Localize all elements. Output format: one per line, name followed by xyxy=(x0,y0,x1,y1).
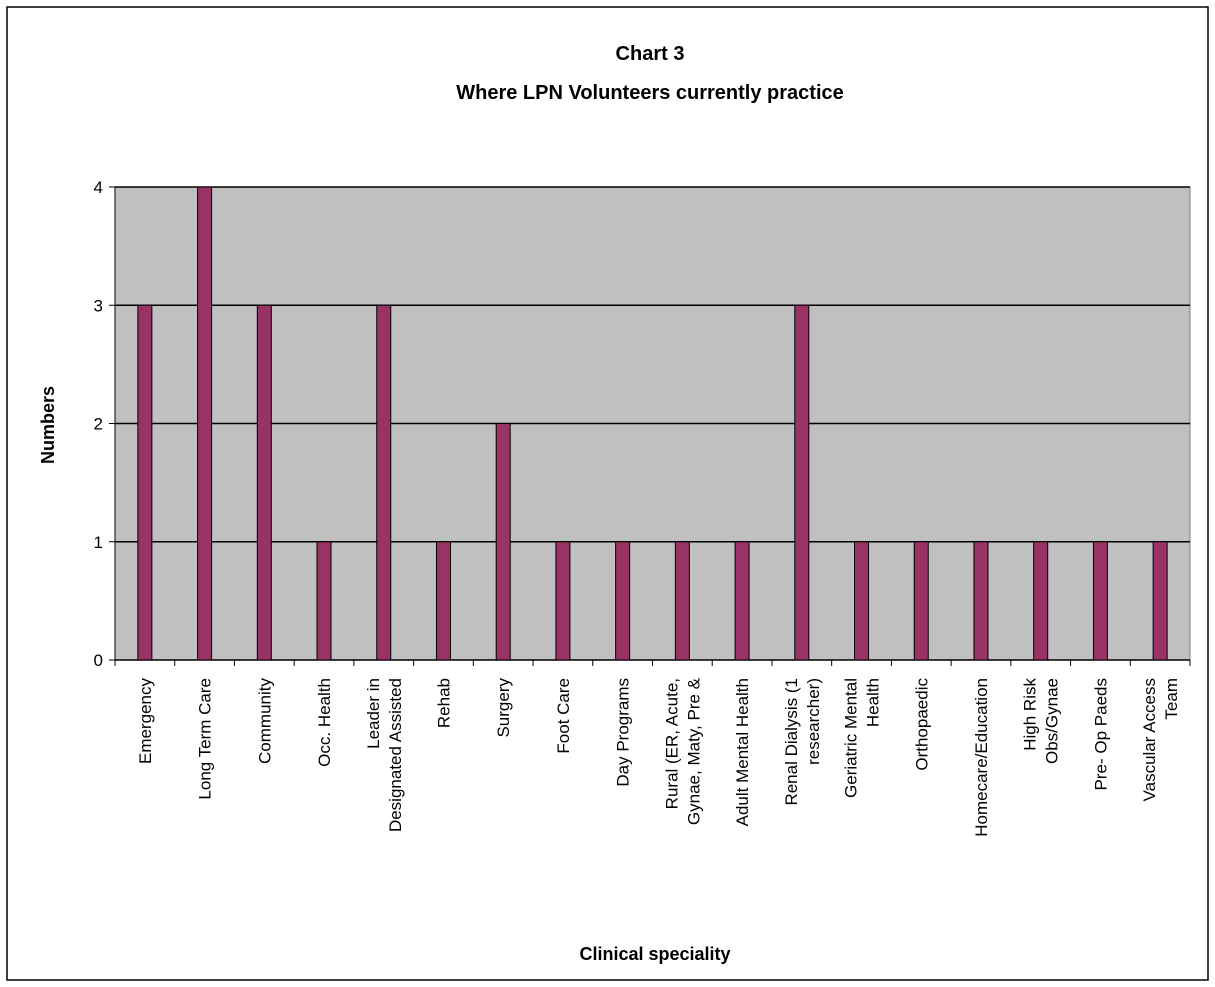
x-tick-label: Homecare/Education xyxy=(972,678,991,837)
x-tick-label: Pre- Op Paeds xyxy=(1091,678,1110,790)
x-tick-label: Orthopaedic xyxy=(912,678,931,771)
bar xyxy=(1033,541,1049,661)
x-tick-label: Geriatric Mental Health xyxy=(842,678,883,798)
y-tick-label: 0 xyxy=(94,651,103,670)
chart-title: Chart 3 xyxy=(616,43,685,65)
bar xyxy=(495,423,511,661)
x-tick-label: Occ. Health xyxy=(315,678,334,767)
y-tick-label: 2 xyxy=(94,415,103,434)
bar xyxy=(555,541,571,661)
x-tick-label: Rehab xyxy=(434,678,453,728)
bar xyxy=(1152,541,1168,661)
x-tick-label: High Risk Obs/Gynae xyxy=(1021,678,1062,764)
chart-subtitle: Where LPN Volunteers currently practice xyxy=(456,82,844,104)
y-tick-label: 1 xyxy=(94,533,103,552)
x-tick-label: Surgery xyxy=(494,678,513,738)
bar xyxy=(854,541,870,661)
x-tick-label: Foot Care xyxy=(554,678,573,754)
bar xyxy=(435,541,451,661)
x-tick-label: Rural (ER, Acute, Gynae, Maty, Pre & xyxy=(662,677,703,825)
x-axis-title: Clinical speciality xyxy=(579,944,730,964)
x-tick-label: Day Programs xyxy=(614,678,633,787)
x-tick-label: Emergency xyxy=(136,678,155,764)
y-tick-label: 4 xyxy=(94,178,103,197)
y-axis-title: Numbers xyxy=(38,386,58,464)
x-tick-label: Community xyxy=(255,678,274,764)
bar xyxy=(913,541,929,661)
x-tick-label: Vascular Access Team xyxy=(1140,678,1181,801)
bar xyxy=(615,541,631,661)
bar xyxy=(197,186,213,661)
y-tick-label: 3 xyxy=(94,296,103,315)
bar xyxy=(674,541,690,661)
bar xyxy=(376,304,392,661)
bar xyxy=(316,541,332,661)
x-tick-label: Renal Dialysis (1 researcher) xyxy=(782,678,823,806)
x-tick-label: Leader in Designated Assisted xyxy=(364,678,405,832)
bar xyxy=(137,304,153,661)
bar xyxy=(734,541,750,661)
x-tick-label: Adult Mental Health xyxy=(733,678,752,826)
bar xyxy=(1092,541,1108,661)
bar xyxy=(256,304,272,661)
x-tick-label: Long Term Care xyxy=(196,678,215,800)
bar xyxy=(794,304,810,661)
bar xyxy=(973,541,989,661)
